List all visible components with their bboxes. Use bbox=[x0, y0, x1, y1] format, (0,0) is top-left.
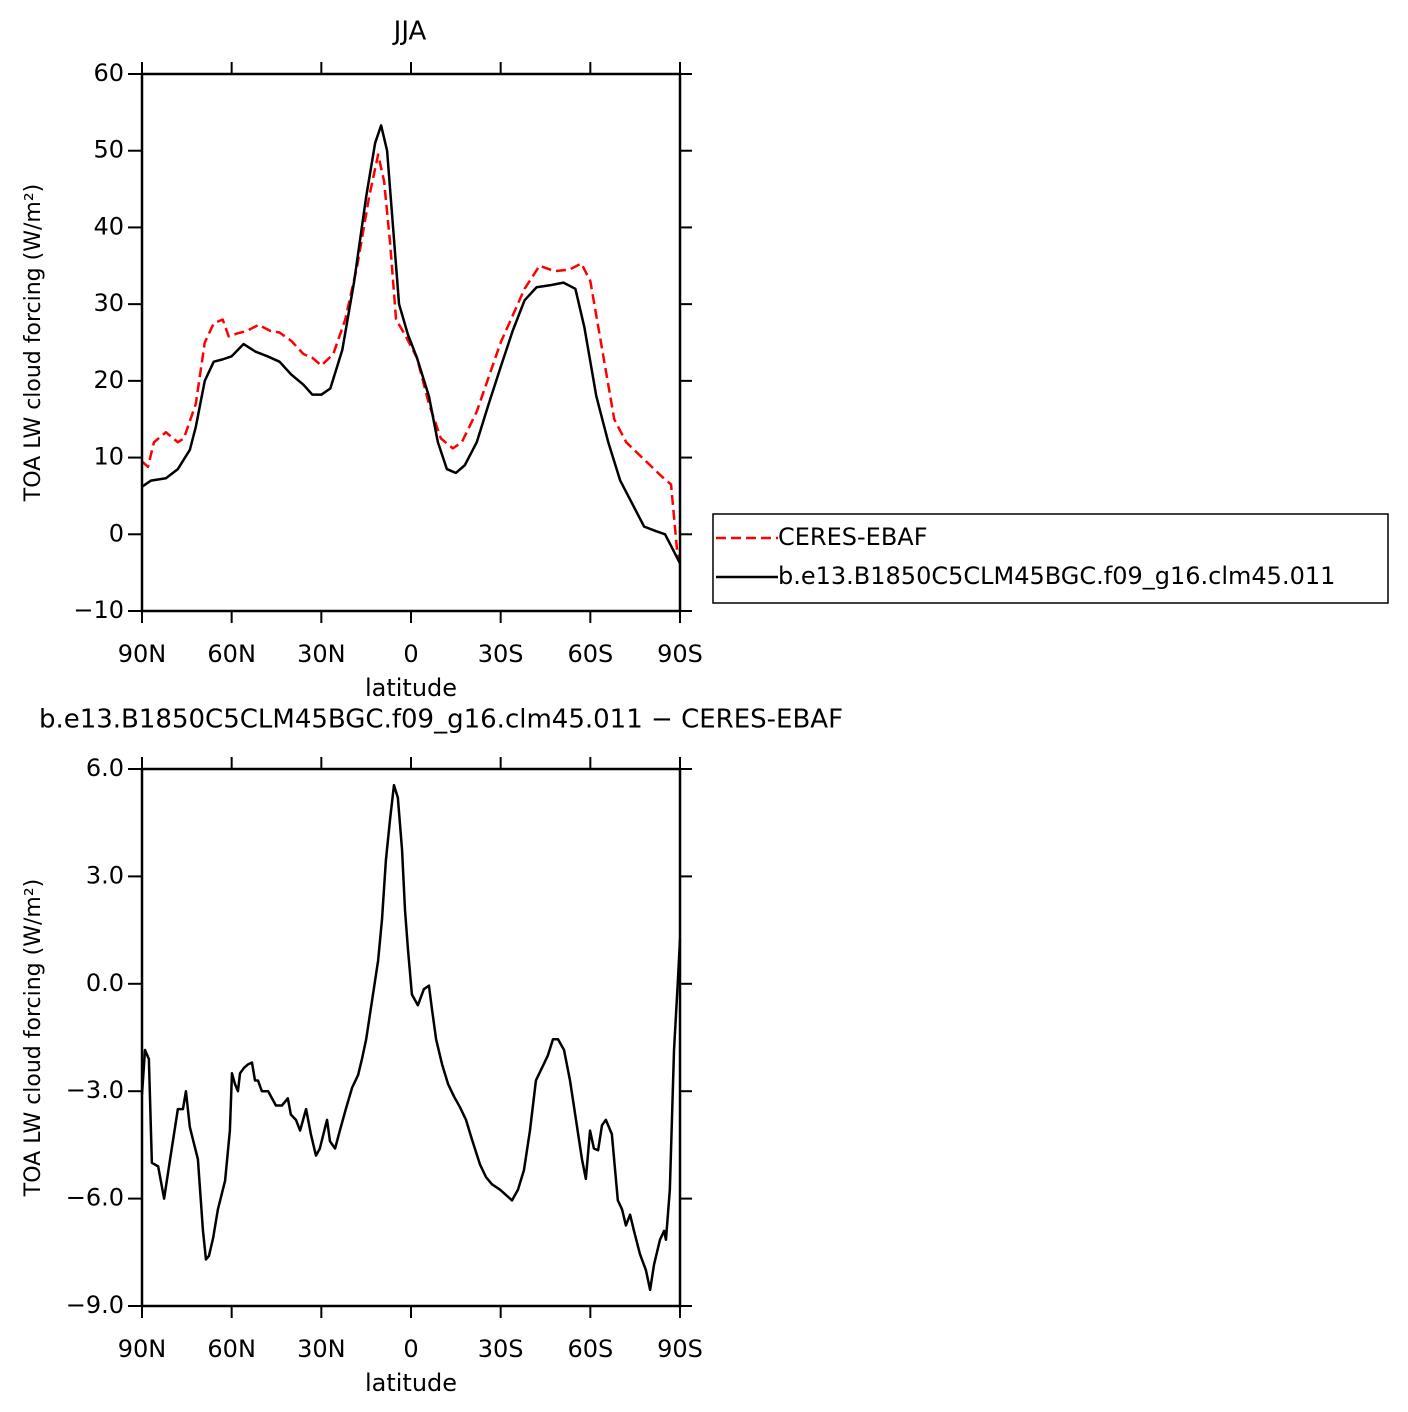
data-line bbox=[140, 783, 682, 1292]
x-tick-label: 30N bbox=[297, 640, 346, 668]
plot-frame bbox=[140, 767, 682, 1308]
x-tick-label: 30S bbox=[478, 640, 524, 668]
y-tick-label: 0 bbox=[109, 519, 124, 547]
x-tick-label: 0 bbox=[403, 640, 418, 668]
y-tick-label: 50 bbox=[93, 136, 124, 164]
y-axis-label: TOA LW cloud forcing (W/m²) bbox=[21, 879, 46, 1197]
x-tick-label: 90N bbox=[118, 640, 167, 668]
x-tick-label: 60N bbox=[207, 1335, 256, 1363]
y-tick-label: 0.0 bbox=[86, 969, 124, 997]
y-tick-label: 60 bbox=[93, 59, 124, 87]
y-tick-label: −6.0 bbox=[66, 1184, 124, 1212]
x-tick-label: 30N bbox=[297, 1335, 346, 1363]
x-tick-label: 90S bbox=[657, 1335, 703, 1363]
x-axis-label: latitude bbox=[365, 674, 457, 702]
x-tick-label: 0 bbox=[403, 1335, 418, 1363]
x-tick-label: 30S bbox=[478, 1335, 524, 1363]
data-line bbox=[141, 124, 682, 565]
y-tick-label: 10 bbox=[93, 443, 124, 471]
plot-frame bbox=[140, 72, 682, 613]
y-axis-label: TOA LW cloud forcing (W/m²) bbox=[21, 184, 46, 502]
legend-label: b.e13.B1850C5CLM45BGC.f09_g16.clm45.011 bbox=[778, 562, 1335, 590]
chart-title: JJA bbox=[392, 17, 427, 47]
y-tick-label: 3.0 bbox=[86, 861, 124, 889]
x-tick-label: 60S bbox=[567, 1335, 613, 1363]
x-tick-label: 90N bbox=[118, 1335, 167, 1363]
y-tick-label: 40 bbox=[93, 212, 124, 240]
y-tick-label: 30 bbox=[93, 289, 124, 317]
legend-box bbox=[712, 513, 1389, 604]
y-tick-label: −10 bbox=[73, 596, 124, 624]
x-tick-label: 60N bbox=[207, 640, 256, 668]
chart-title: b.e13.B1850C5CLM45BGC.f09_g16.clm45.011 … bbox=[39, 705, 843, 735]
x-tick-label: 60S bbox=[567, 640, 613, 668]
y-tick-label: −3.0 bbox=[66, 1076, 124, 1104]
data-line bbox=[141, 153, 682, 562]
x-tick-label: 90S bbox=[657, 640, 703, 668]
y-tick-label: 20 bbox=[93, 366, 124, 394]
legend-label: CERES-EBAF bbox=[778, 523, 928, 551]
x-axis-label: latitude bbox=[365, 1369, 457, 1397]
y-tick-label: −9.0 bbox=[66, 1291, 124, 1319]
y-tick-label: 6.0 bbox=[86, 754, 124, 782]
